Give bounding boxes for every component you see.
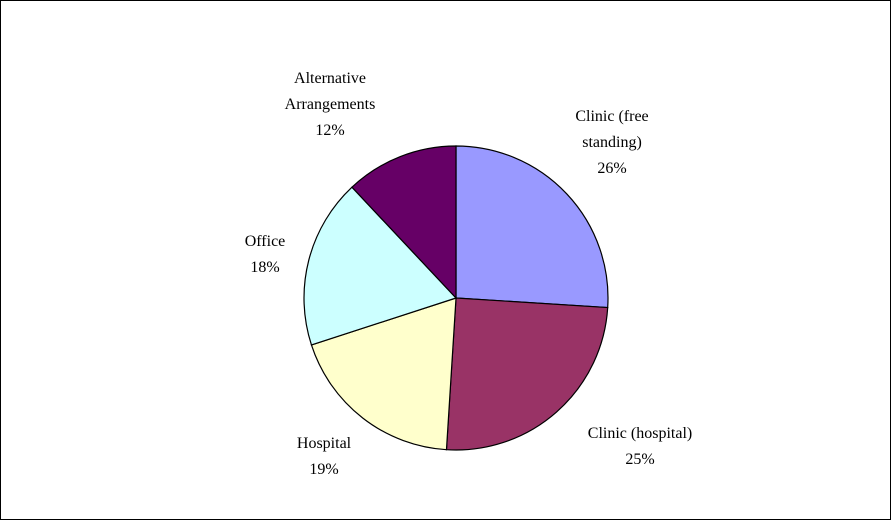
category-label: Clinic (free standing) [575, 108, 649, 151]
slice-label: Clinic (free standing) 26% [552, 104, 672, 182]
pie-slice [310, 297, 457, 451]
category-label: Clinic (hospital) [587, 425, 693, 442]
category-label: Alternative Arrangements [284, 70, 376, 113]
category-label: Hospital [296, 435, 352, 452]
category-label: Office [244, 233, 286, 250]
value-label: 19% [309, 461, 339, 478]
value-label: 18% [250, 259, 280, 276]
value-label: 12% [315, 122, 345, 139]
pie-slice [445, 297, 609, 451]
value-label: 25% [625, 451, 655, 468]
slice-label: Office 18% [215, 229, 315, 281]
value-label: 26% [597, 160, 627, 177]
pie-slice [455, 145, 609, 309]
slice-label: Hospital 19% [264, 431, 384, 483]
pie-slice [351, 145, 457, 300]
slice-label: Alternative Arrangements 12% [270, 66, 390, 144]
slice-label: Clinic (hospital) 25% [555, 421, 725, 473]
pie-slice [303, 186, 458, 346]
